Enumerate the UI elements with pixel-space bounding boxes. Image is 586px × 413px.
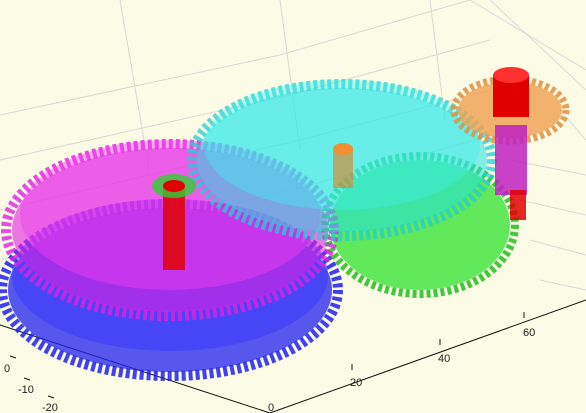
shaft-magenta-right	[493, 67, 529, 220]
tick-labels: 20 40 60 0 -10 -20 0	[4, 327, 535, 413]
shaft-orange-center	[333, 143, 353, 188]
y-tick-neg10: -10	[18, 384, 34, 396]
y-tick-neg20: -20	[42, 402, 58, 413]
x-tick-60: 60	[523, 327, 535, 339]
x-tick-0: 0	[268, 402, 274, 413]
x-tick-20: 20	[350, 377, 362, 389]
y-tick-0: 0	[4, 363, 10, 375]
x-tick-40: 40	[438, 353, 450, 365]
tick-marks	[9, 312, 525, 399]
shaft-red-left	[152, 174, 196, 270]
